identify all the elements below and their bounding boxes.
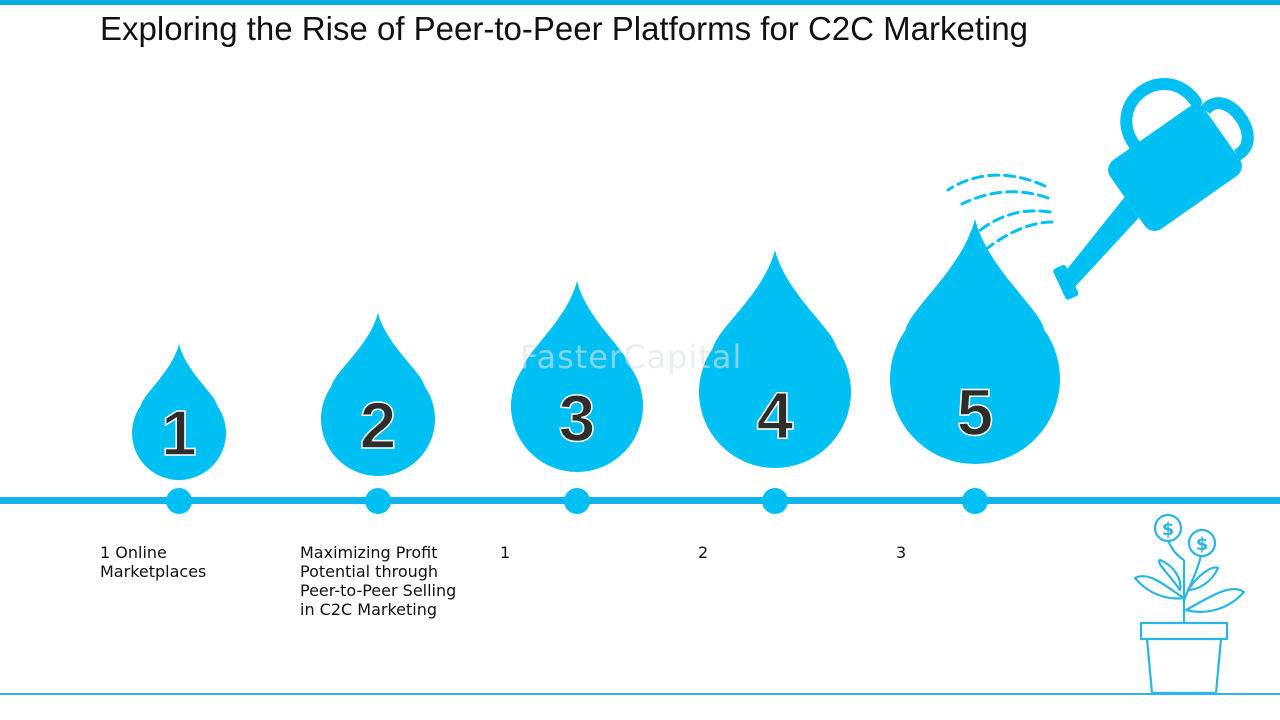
step-label-3: 1	[500, 543, 511, 562]
drop-3	[510, 281, 643, 472]
step-label-5: 3	[896, 543, 907, 562]
top-accent-bar	[0, 0, 1280, 5]
timeline-dot-4	[762, 488, 788, 514]
drop-number-3: 3	[559, 381, 596, 455]
drop-number-4: 4	[757, 378, 794, 452]
drop-1	[131, 344, 226, 480]
money-plant-icon: $ $	[1133, 513, 1246, 695]
timeline-line	[0, 497, 1280, 504]
drop-number-2: 2	[360, 388, 397, 462]
water-spray-icon	[946, 173, 1054, 252]
step-label-4: 2	[698, 543, 709, 562]
timeline-dot-2	[365, 488, 391, 514]
watermark: FasterCapital	[520, 338, 743, 376]
bottom-line	[0, 693, 1280, 695]
timeline-dot-1	[166, 488, 192, 514]
drop-number-5: 5	[957, 375, 994, 449]
slide-title: Exploring the Rise of Peer-to-Peer Platf…	[100, 10, 1029, 47]
step-label-2: Maximizing Profit Potential through Peer…	[300, 543, 457, 619]
drop-5	[890, 219, 1061, 464]
drop-4	[699, 250, 851, 469]
step-label-1: 1 Online Marketplaces	[100, 543, 207, 581]
drop-number-1: 1	[161, 397, 197, 469]
svg-text:$: $	[1196, 534, 1209, 555]
timeline-dot-5	[962, 488, 988, 514]
timeline-dot-3	[564, 488, 590, 514]
watering-can-icon	[1053, 78, 1254, 300]
svg-text:$: $	[1162, 519, 1175, 540]
drop-2	[321, 313, 435, 476]
